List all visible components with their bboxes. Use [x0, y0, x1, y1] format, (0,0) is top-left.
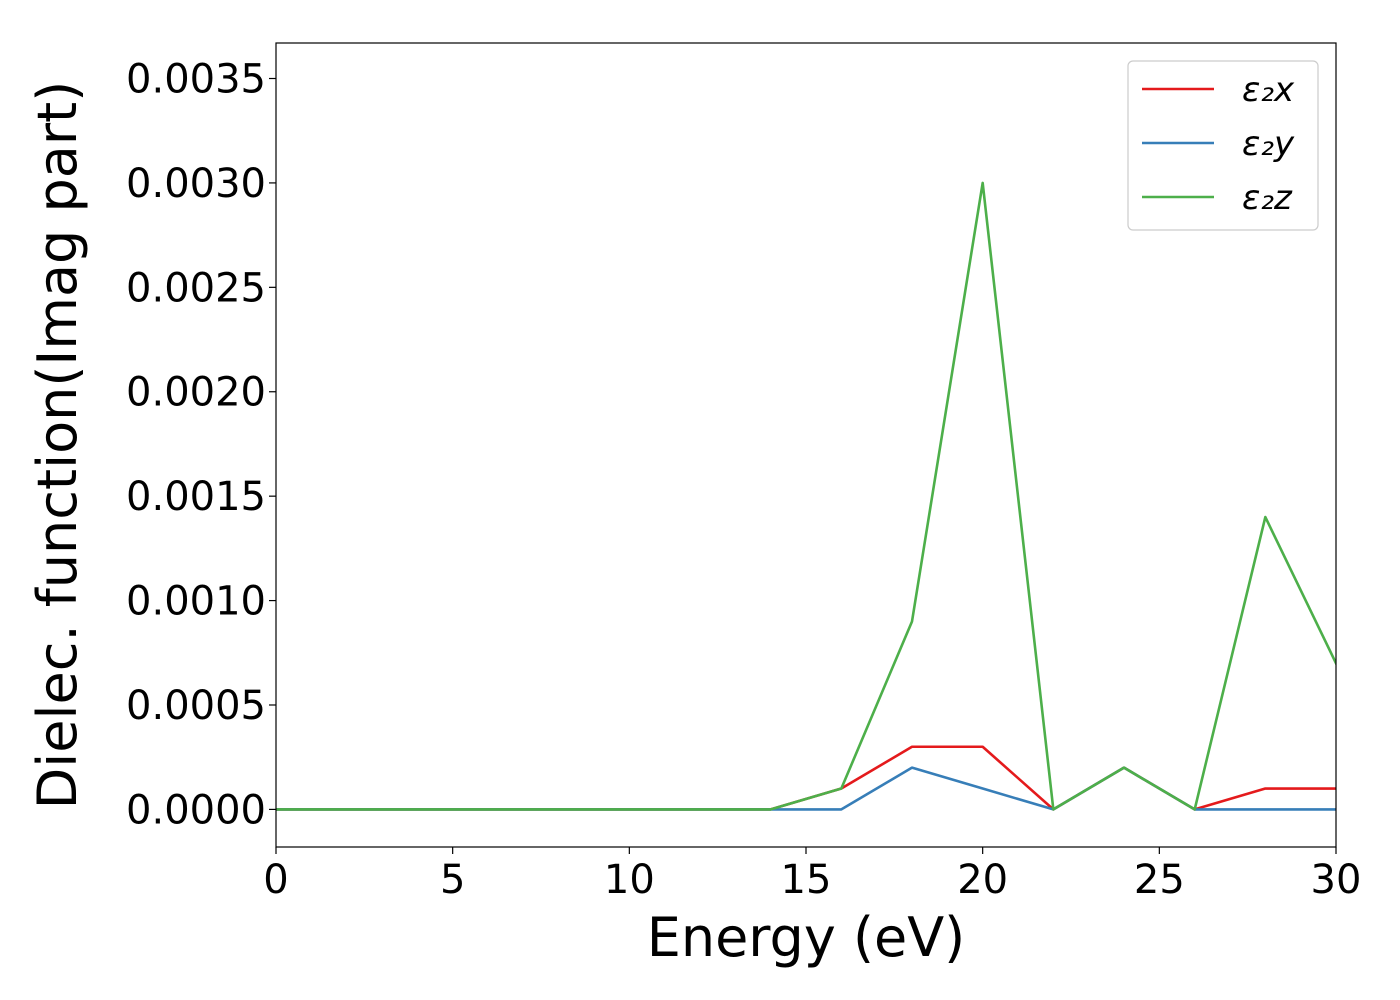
y-tick-label: 0.0025 [126, 265, 266, 311]
legend-frame [1127, 60, 1319, 231]
y-tick-label: 0.0030 [126, 161, 266, 207]
x-tick-label: 5 [440, 857, 465, 903]
x-tick-label: 15 [781, 857, 832, 903]
x-tick-label: 10 [604, 857, 655, 903]
y-tick-label: 0.0000 [126, 787, 266, 833]
y-axis-label: Dielec. function(Imag part) [26, 81, 89, 810]
x-tick-label: 25 [1134, 857, 1185, 903]
legend-label-1: ε₂x [1242, 70, 1295, 110]
y-tick-label: 0.0010 [126, 579, 266, 625]
y-tick-label: 0.0015 [126, 474, 266, 520]
legend: ε₂x ε₂y ε₂z [1127, 60, 1319, 231]
legend-label-2: ε₂y [1242, 124, 1295, 164]
y-axis: 0.0000 0.0005 0.0010 0.0015 0.0020 0.0025 0.00… [126, 57, 276, 833]
series-layer [276, 181, 1336, 811]
x-tick-label: 20 [957, 857, 1008, 903]
y-tick-label: 0.0005 [126, 683, 266, 729]
series-line-3 [276, 181, 1336, 811]
legend-label-3: ε₂z [1242, 178, 1293, 218]
x-tick-label: 0 [263, 857, 288, 903]
x-axis: 0 5 10 15 20 25 30 [263, 847, 1361, 903]
y-tick-label: 0.0035 [126, 57, 266, 103]
y-tick-label: 0.0020 [126, 370, 266, 416]
x-tick-label: 30 [1311, 857, 1362, 903]
x-axis-label: Energy (eV) [647, 906, 966, 969]
